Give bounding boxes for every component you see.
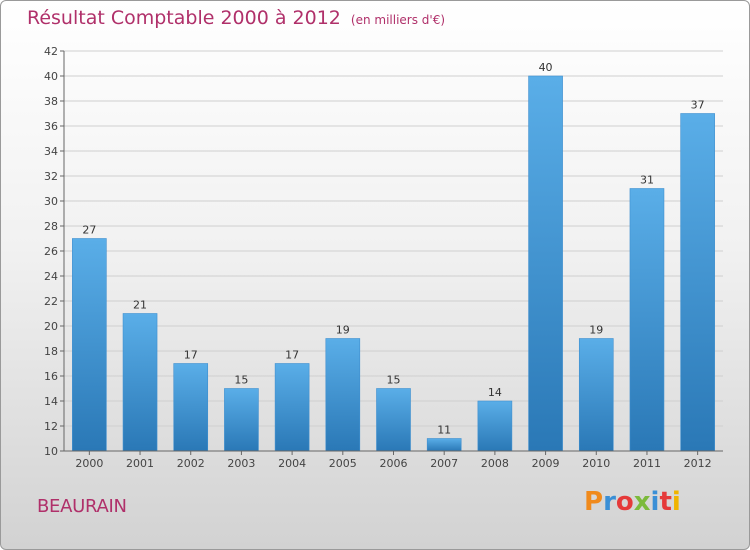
y-tick-label: 38 [44,95,58,108]
bar-2011 [629,188,665,452]
logo-letter: r [603,487,616,517]
title-unit: (en milliers d'€) [350,13,446,27]
y-tick-label: 14 [44,395,58,408]
x-tick-label: 2008 [481,457,509,470]
bar-2008 [477,400,513,452]
x-tick-label: 2012 [684,457,712,470]
x-tick-label: 2010 [582,457,610,470]
x-tick-label: 2000 [75,457,103,470]
logo-letter: x [633,487,651,517]
data-label: 19 [336,324,350,337]
y-tick-label: 24 [44,270,58,283]
bar-2003 [224,388,259,452]
data-label: 15 [387,374,401,387]
x-tick-label: 2002 [177,457,205,470]
data-label: 40 [539,61,553,74]
data-label: 37 [691,99,705,112]
x-tick-label: 2011 [633,457,661,470]
data-label: 19 [589,324,603,337]
y-tick-label: 18 [44,345,58,358]
y-tick-label: 42 [44,45,58,58]
y-tick-label: 20 [44,320,58,333]
y-axis: 10 12 14 16 18 20 22 24 26 28 30 32 34 36 38 40 42 [44,45,65,458]
data-label: 14 [488,386,502,399]
data-label: 21 [133,299,147,312]
data-label: 11 [437,424,451,437]
bar-2010 [578,338,614,452]
y-tick-label: 26 [44,245,58,258]
chart-title: Résultat Comptable 2000 à 2012 (en millie… [27,7,445,29]
bar-2005 [325,338,361,452]
bar-2001 [122,313,158,452]
y-tick-label: 16 [44,370,58,383]
y-tick-label: 22 [44,295,58,308]
x-tick-label: 2005 [329,457,357,470]
x-tick-label: 2009 [532,457,560,470]
bars: 27 21 17 15 17 19 15 11 14 40 19 31 37 [72,61,715,452]
logo-letter: o [615,487,634,517]
bar-2009 [528,75,563,452]
logo-letter: t [659,487,672,517]
y-tick-label: 10 [44,445,58,458]
title-text: Résultat Comptable 2000 à 2012 [27,7,341,29]
x-axis: 2000 2001 2002 2003 2004 2005 2006 2007 2008 2009… [64,450,723,470]
data-label: 31 [640,174,654,187]
bar-2000 [72,238,107,452]
logo-letter: i [671,487,681,517]
y-tick-label: 28 [44,220,58,233]
x-tick-label: 2001 [126,457,154,470]
bar-2006 [376,388,411,452]
logo-letter: P [584,487,604,517]
x-tick-label: 2003 [227,457,255,470]
data-label: 27 [82,224,96,237]
y-tick-label: 32 [44,170,58,183]
bar-2012 [680,113,715,452]
y-tick-label: 34 [44,145,58,158]
bar-2002 [173,363,209,452]
commune-name: BEAURAIN [37,496,127,517]
y-tick-label: 40 [44,70,58,83]
y-tick-label: 30 [44,195,58,208]
logo-letter: i [650,487,660,517]
bar-2004 [274,363,310,452]
data-label: 17 [184,349,198,362]
x-tick-label: 2007 [430,457,458,470]
bar-2007 [426,438,462,452]
data-label: 17 [285,349,299,362]
x-tick-label: 2004 [278,457,306,470]
proxiti-logo: Proxiti [584,487,681,517]
y-tick-label: 12 [44,420,58,433]
data-label: 15 [234,374,248,387]
x-tick-label: 2006 [380,457,408,470]
y-tick-label: 36 [44,120,58,133]
